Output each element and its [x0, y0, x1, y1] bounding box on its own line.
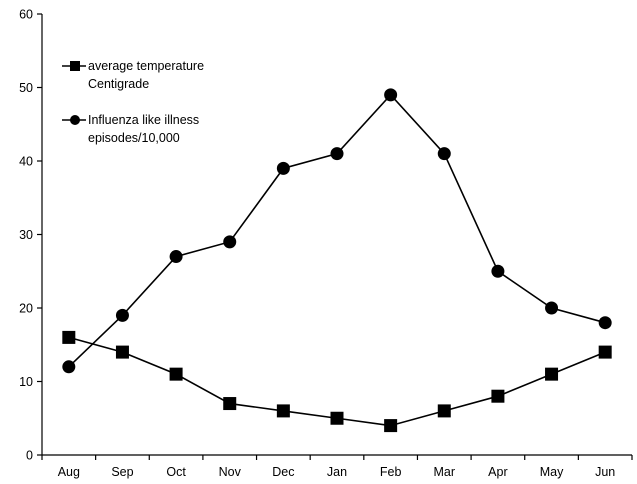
- x-tick-label-feb: Feb: [380, 465, 402, 479]
- data-point-square-sep: [115, 345, 129, 359]
- y-tick-label: 40: [19, 155, 33, 169]
- y-tick-label: 60: [19, 8, 33, 22]
- data-point-square-aug: [62, 330, 76, 344]
- x-tick-label-nov: Nov: [219, 465, 242, 479]
- y-tick-label: 30: [19, 228, 33, 242]
- legend-label-line: Centigrade: [88, 77, 149, 91]
- y-tick-label: 50: [19, 81, 33, 95]
- x-tick-label-aug: Aug: [58, 465, 80, 479]
- x-tick-label-may: May: [540, 465, 564, 479]
- data-point-circle-mar: [437, 147, 451, 161]
- y-axis-ticks: 0 10 20 30 40 50 60: [19, 8, 42, 463]
- data-point-circle-nov: [223, 235, 237, 249]
- legend-circle-marker-icon: [70, 115, 80, 125]
- data-point-square-apr: [491, 389, 505, 403]
- data-point-circle-apr: [491, 264, 505, 278]
- data-point-square-jan: [330, 411, 344, 425]
- y-tick-label: 20: [19, 302, 33, 316]
- x-tick-label-oct: Oct: [166, 465, 186, 479]
- data-point-square-dec: [276, 404, 290, 418]
- series-group: [62, 88, 612, 433]
- data-point-square-nov: [223, 397, 237, 411]
- legend-label-line: Influenza like illness: [88, 113, 199, 127]
- data-point-square-mar: [437, 404, 451, 418]
- series-influenza-like-illness-episodes-10-000: [62, 88, 612, 374]
- data-point-circle-jun: [598, 316, 612, 330]
- data-point-square-feb: [384, 419, 398, 433]
- legend: average temperature Centigrade Influenza l…: [62, 59, 204, 145]
- data-point-circle-dec: [276, 161, 290, 175]
- legend-label-line: episodes/10,000: [88, 131, 180, 145]
- x-tick-label-sep: Sep: [111, 465, 133, 479]
- data-point-circle-oct: [169, 250, 183, 264]
- data-point-square-oct: [169, 367, 183, 381]
- x-axis-ticks: Aug Sep Oct Nov Dec Jan Feb Mar Apr May Jun: [41, 455, 633, 479]
- data-point-circle-aug: [62, 360, 76, 374]
- x-tick-label-jan: Jan: [327, 465, 347, 479]
- y-tick-label: 0: [26, 449, 33, 463]
- legend-item-influenza-like-illness-episodes-10-000: Influenza like illness episodes/10,000: [62, 113, 199, 145]
- legend-item-average-temperature-centigrade: average temperature Centigrade: [62, 59, 204, 91]
- series-average-temperature-centigrade: [62, 330, 612, 433]
- x-tick-label-apr: Apr: [488, 465, 507, 479]
- data-point-circle-may: [545, 301, 559, 315]
- data-point-circle-jan: [330, 147, 344, 161]
- legend-label-line: average temperature: [88, 59, 204, 73]
- y-tick-label: 10: [19, 375, 33, 389]
- data-point-circle-feb: [384, 88, 398, 102]
- data-point-circle-sep: [115, 308, 129, 322]
- data-point-square-may: [545, 367, 559, 381]
- x-tick-label-jun: Jun: [595, 465, 615, 479]
- data-point-square-jun: [598, 345, 612, 359]
- legend-square-marker-icon: [70, 61, 80, 71]
- x-tick-label-mar: Mar: [434, 465, 456, 479]
- x-tick-label-dec: Dec: [272, 465, 294, 479]
